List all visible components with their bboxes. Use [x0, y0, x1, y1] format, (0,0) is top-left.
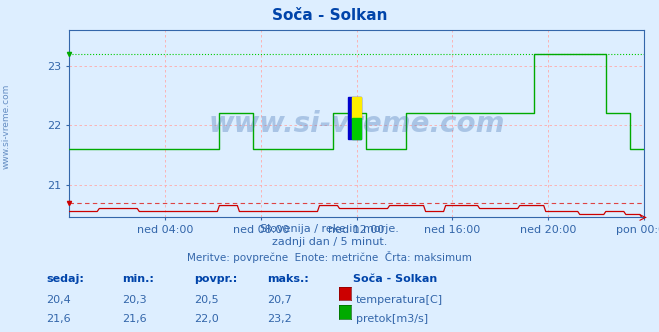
Text: 20,5: 20,5 — [194, 295, 219, 305]
Text: www.si-vreme.com: www.si-vreme.com — [208, 110, 505, 138]
Text: 20,4: 20,4 — [46, 295, 71, 305]
Text: 23,2: 23,2 — [267, 314, 292, 324]
Text: Slovenija / reke in morje.: Slovenija / reke in morje. — [260, 224, 399, 234]
Text: 21,6: 21,6 — [46, 314, 71, 324]
Text: sedaj:: sedaj: — [46, 274, 84, 284]
Text: maks.:: maks.: — [267, 274, 308, 284]
Text: pretok[m3/s]: pretok[m3/s] — [356, 314, 428, 324]
Bar — [353, 97, 360, 118]
Text: 20,7: 20,7 — [267, 295, 292, 305]
Text: www.si-vreme.com: www.si-vreme.com — [2, 83, 11, 169]
Bar — [348, 97, 360, 139]
Bar — [353, 118, 360, 139]
Text: 20,3: 20,3 — [122, 295, 146, 305]
Text: Soča - Solkan: Soča - Solkan — [353, 274, 437, 284]
Text: min.:: min.: — [122, 274, 154, 284]
Text: 21,6: 21,6 — [122, 314, 146, 324]
Text: Soča - Solkan: Soča - Solkan — [272, 8, 387, 23]
Text: 22,0: 22,0 — [194, 314, 219, 324]
Text: zadnji dan / 5 minut.: zadnji dan / 5 minut. — [272, 237, 387, 247]
Text: temperatura[C]: temperatura[C] — [356, 295, 443, 305]
Text: Meritve: povprečne  Enote: metrične  Črta: maksimum: Meritve: povprečne Enote: metrične Črta:… — [187, 251, 472, 263]
Text: povpr.:: povpr.: — [194, 274, 238, 284]
